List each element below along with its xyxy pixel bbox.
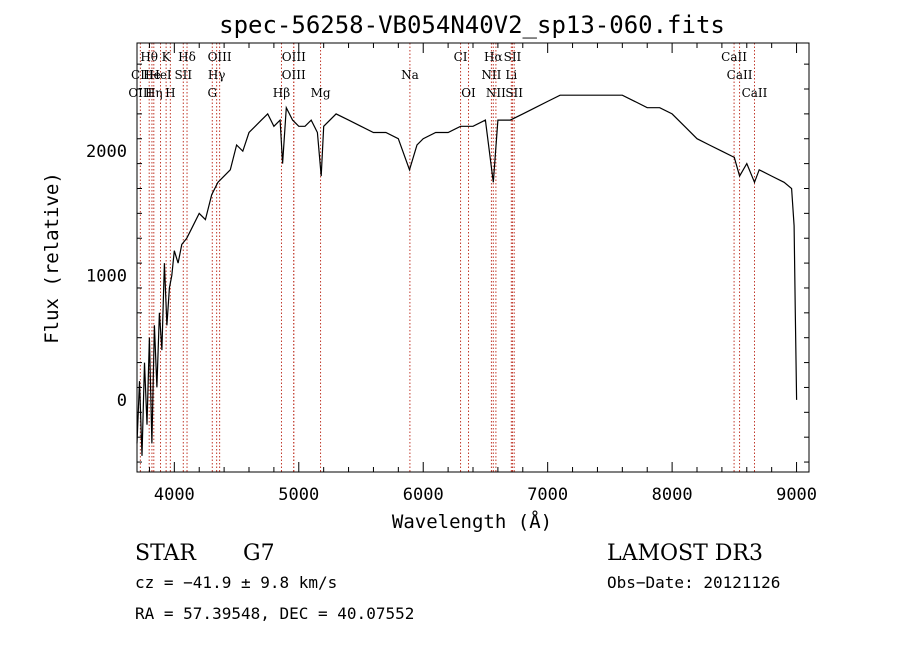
- line-label-2-4: Hβ: [273, 86, 290, 100]
- y-axis-label: Flux (relative): [41, 172, 63, 344]
- y-tick-label-1000: 1000: [86, 267, 127, 287]
- spectrum-series-line: [136, 94, 798, 456]
- line-label-1-7: NII: [481, 68, 501, 82]
- line-label-0-8: CaII: [721, 50, 747, 64]
- line-label-0-6: Hα: [484, 50, 503, 64]
- redshift-velocity: cz = −41.9 ± 9.8 km/s: [135, 573, 337, 592]
- object-subclass: G7: [243, 541, 275, 566]
- reference-lines: [139, 43, 755, 472]
- x-tick-label-9000: 9000: [776, 485, 817, 505]
- line-label-1-6: Na: [401, 68, 419, 82]
- x-tick-label-8000: 8000: [652, 485, 693, 505]
- line-label-1-2: HeI: [149, 68, 172, 82]
- object-class: STAR: [135, 541, 197, 566]
- line-label-0-0: Hθ: [140, 50, 158, 64]
- line-label-1-0: CII: [131, 68, 150, 82]
- plot-frame: [136, 42, 810, 473]
- line-label-1-3: SII: [174, 68, 192, 82]
- line-label-2-0: OIII: [128, 86, 152, 100]
- line-label-2-2: H: [165, 86, 175, 100]
- line-label-0-4: OIII: [282, 50, 306, 64]
- line-label-0-5: CI: [454, 50, 468, 64]
- line-label-2-5: Mg: [311, 86, 331, 100]
- line-label-1-5: OIII: [282, 68, 306, 82]
- observation-date: Obs−Date: 20121126: [607, 573, 780, 592]
- x-tick-label-5000: 5000: [278, 485, 319, 505]
- x-tick-label-4000: 4000: [154, 485, 195, 505]
- line-label-1-9: CaII: [727, 68, 753, 82]
- chart-title: spec-56258-VB054N40V2_sp13-060.fits: [219, 11, 725, 39]
- line-label-0-1: K: [162, 50, 172, 64]
- y-tick-label-0: 0: [117, 391, 127, 411]
- y-axis-ticks: 0 1000 2000: [86, 63, 809, 463]
- line-label-2-1: Hη: [145, 86, 163, 100]
- line-label-2-8: SII: [505, 86, 523, 100]
- line-label-0-3: OIII: [208, 50, 232, 64]
- line-label-2-7: NII: [486, 86, 506, 100]
- x-tick-label-6000: 6000: [403, 485, 444, 505]
- line-label-0-7: SII: [504, 50, 522, 64]
- x-tick-label-7000: 7000: [527, 485, 568, 505]
- x-axis-label: Wavelength (Å): [392, 510, 552, 533]
- line-label-2-9: CaII: [742, 86, 768, 100]
- survey-name: LAMOST DR3: [607, 541, 763, 566]
- line-label-0-2: Hδ: [178, 50, 196, 64]
- line-label-2-6: OI: [461, 86, 476, 100]
- y-tick-label-2000: 2000: [86, 142, 127, 162]
- line-label-2-3: G: [207, 86, 217, 100]
- sky-coordinates: RA = 57.39548, DEC = 40.07552: [135, 604, 414, 623]
- line-label-1-8: Li: [505, 68, 517, 82]
- line-label-1-4: Hγ: [208, 68, 226, 82]
- x-axis-ticks: 4000 5000 6000 7000 8000 9000: [148, 43, 817, 505]
- line-label-1-1: He: [143, 68, 161, 82]
